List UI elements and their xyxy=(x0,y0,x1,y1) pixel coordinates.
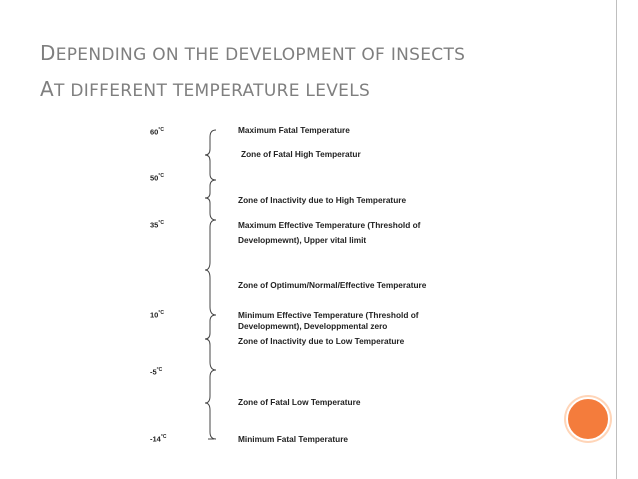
brace-optimum xyxy=(204,219,217,316)
title-line-2: at different temperature levels xyxy=(40,77,371,101)
brace-fatal-low xyxy=(204,369,217,440)
title-line-1: Depending on the development of insects xyxy=(40,41,466,65)
label-minimum-effective-2: Developmewnt), Developpmental zero xyxy=(238,321,388,331)
brace-inactivity-low xyxy=(204,314,217,371)
temperature-minus-14: -14°C xyxy=(150,434,167,444)
temperature-35: 35°C xyxy=(150,220,164,230)
label-zone-fatal-high: Zone of Fatal High Temperatur xyxy=(241,149,361,159)
decorative-orange-circle xyxy=(566,397,610,441)
label-maximum-effective-2: Developmewnt), Upper vital limit xyxy=(238,235,367,245)
brace-fatal-high xyxy=(204,129,217,181)
temperature-50: 50°C xyxy=(150,173,164,183)
label-maximum-effective-1: Maximum Effective Temperature (Threshold… xyxy=(238,220,421,230)
temperature-10: 10°C xyxy=(150,310,164,320)
label-maximum-fatal: Maximum Fatal Temperature xyxy=(238,125,350,135)
temperature-minus-5: -5°C xyxy=(150,367,163,377)
temperature-60: 60°C xyxy=(150,127,164,137)
label-minimum-effective-1: Minimum Effective Temperature (Threshold… xyxy=(238,310,419,320)
label-zone-fatal-low: Zone of Fatal Low Temperature xyxy=(238,397,361,407)
label-zone-optimum: Zone of Optimum/Normal/Effective Tempera… xyxy=(238,280,427,290)
brace-inactivity-high xyxy=(204,179,217,221)
slide-right-border xyxy=(616,0,617,479)
label-zone-inactivity-low: Zone of Inactivity due to Low Temperatur… xyxy=(238,336,405,346)
slide-title: Depending on the development of insects … xyxy=(40,36,600,108)
label-minimum-fatal: Minimum Fatal Temperature xyxy=(238,434,349,444)
label-zone-inactivity-high: Zone of Inactivity due to High Temperatu… xyxy=(238,195,407,205)
